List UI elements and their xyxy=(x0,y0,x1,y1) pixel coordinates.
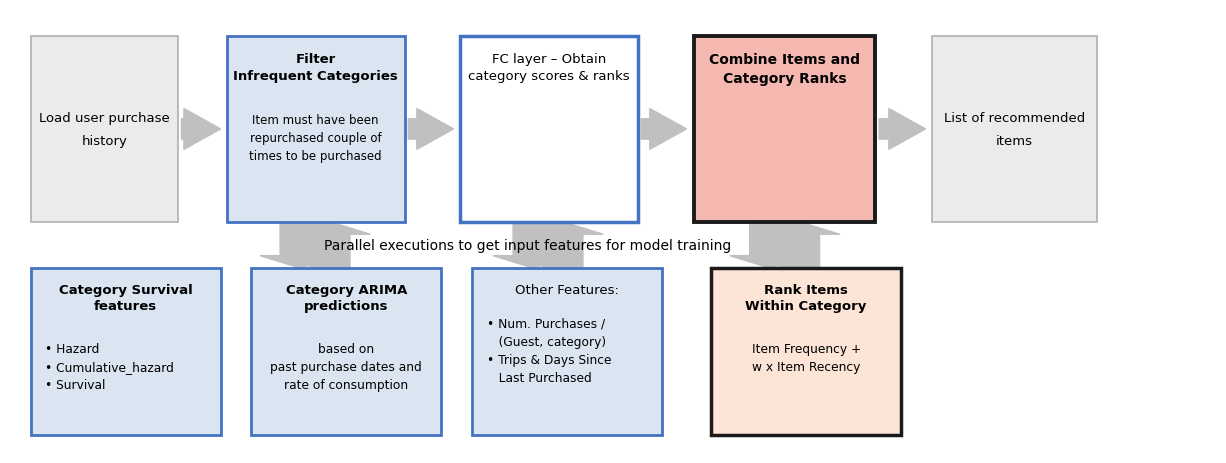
Text: Combine Items and
Category Ranks: Combine Items and Category Ranks xyxy=(709,53,861,86)
Polygon shape xyxy=(641,109,687,150)
Text: Category ARIMA
predictions: Category ARIMA predictions xyxy=(286,283,407,313)
FancyBboxPatch shape xyxy=(472,269,662,435)
Polygon shape xyxy=(729,222,810,269)
Text: Parallel executions to get input features for model training: Parallel executions to get input feature… xyxy=(324,238,731,252)
Text: Other Features:: Other Features: xyxy=(515,283,619,296)
Polygon shape xyxy=(181,109,221,150)
Text: Rank Items
Within Category: Rank Items Within Category xyxy=(745,283,867,313)
FancyBboxPatch shape xyxy=(932,37,1097,222)
Polygon shape xyxy=(879,109,926,150)
Text: Load user purchase: Load user purchase xyxy=(39,112,169,125)
FancyBboxPatch shape xyxy=(31,37,178,222)
Polygon shape xyxy=(260,222,341,269)
Text: Filter
Infrequent Categories: Filter Infrequent Categories xyxy=(233,53,398,83)
Text: FC layer – Obtain
category scores & ranks: FC layer – Obtain category scores & rank… xyxy=(468,53,629,83)
Polygon shape xyxy=(493,222,574,269)
Text: List of recommended: List of recommended xyxy=(944,112,1085,125)
Text: history: history xyxy=(81,135,128,148)
Text: items: items xyxy=(996,135,1034,148)
FancyBboxPatch shape xyxy=(711,269,901,435)
FancyBboxPatch shape xyxy=(460,37,638,222)
FancyBboxPatch shape xyxy=(31,269,221,435)
Polygon shape xyxy=(759,222,840,269)
FancyBboxPatch shape xyxy=(251,269,441,435)
Text: Item must have been
repurchased couple of
times to be purchased: Item must have been repurchased couple o… xyxy=(249,114,383,163)
Text: Item Frequency +
w x Item Recency: Item Frequency + w x Item Recency xyxy=(752,343,861,374)
FancyBboxPatch shape xyxy=(227,37,405,222)
Text: Category Survival
features: Category Survival features xyxy=(59,283,192,313)
Polygon shape xyxy=(289,222,370,269)
FancyBboxPatch shape xyxy=(694,37,875,222)
Text: • Hazard
• Cumulative_hazard
• Survival: • Hazard • Cumulative_hazard • Survival xyxy=(45,343,174,392)
Polygon shape xyxy=(408,109,454,150)
Text: based on
past purchase dates and
rate of consumption: based on past purchase dates and rate of… xyxy=(271,343,422,392)
Text: • Num. Purchases /
   (Guest, category)
• Trips & Days Since
   Last Purchased: • Num. Purchases / (Guest, category) • T… xyxy=(487,317,612,384)
Polygon shape xyxy=(522,222,603,269)
